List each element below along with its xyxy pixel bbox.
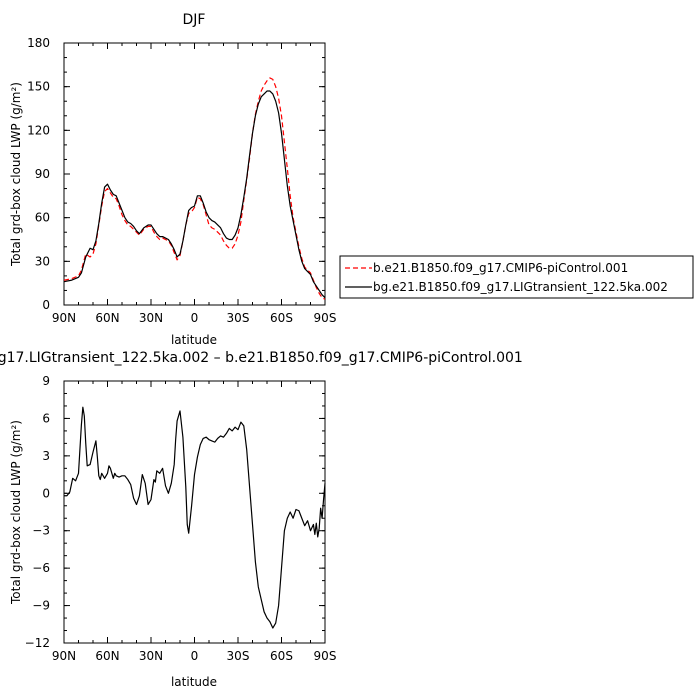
top-chart-series-line-1 (63, 90, 326, 299)
top-chart-y-tick-label: 0 (42, 298, 50, 312)
bottom-chart-x-axis-label: latitude (171, 675, 217, 689)
top-chart-y-tick-label: 60 (35, 211, 50, 225)
top-chart-x-tick-label: 90N (52, 311, 76, 325)
top-chart-x-tick-label: 60S (270, 311, 293, 325)
top-chart-x-tick-label: 90S (314, 311, 337, 325)
bottom-chart-y-tick-label: 3 (42, 449, 50, 463)
top-chart-series-line-0 (63, 77, 326, 300)
bottom-chart-y-tick-label: −3 (32, 524, 50, 538)
bottom-chart-x-tick-label: 60N (95, 649, 119, 663)
bottom-chart-series (64, 406, 326, 629)
top-chart-ticks: 90N 60N 30N 0 30S 60S 90S 0 30 60 90 120 150 180 (27, 36, 336, 325)
top-chart-title: DJF (183, 12, 206, 28)
bottom-chart-y-tick-label: 6 (42, 411, 50, 425)
top-chart-series (63, 77, 326, 300)
bottom-chart-x-tick-label: 90S (314, 649, 337, 663)
bottom-chart-plot-frame (63, 380, 326, 644)
bottom-chart-ticks: 90N 60N 30N 0 30S 60S 90S −12 −9 −6 −3 0 3 6 9 (25, 374, 337, 663)
bottom-chart-y-tick-label: −9 (32, 599, 50, 613)
bottom-chart-y-tick-label: 0 (42, 486, 50, 500)
bottom-chart-x-tick-label: 60S (270, 649, 293, 663)
bottom-chart-y-axis-label: Total grd-box cloud LWP (g/m²) (9, 420, 23, 605)
bottom-chart-title: bg.e21.B1850.f09_g17.LIGtransient_122.5k… (0, 350, 523, 366)
legend-label-control: b.e21.B1850.f09_g17.CMIP6-piControl.001 (373, 261, 628, 275)
bottom-chart-x-tick-label: 0 (191, 649, 199, 663)
top-chart-x-tick-label: 30N (139, 311, 163, 325)
top-chart-x-tick-label: 60N (95, 311, 119, 325)
top-chart-y-tick-label: 90 (35, 167, 50, 181)
top-chart-y-tick-label: 180 (27, 36, 50, 50)
bottom-chart-series-line-0 (64, 406, 326, 629)
bottom-chart-y-tick-label: 9 (42, 374, 50, 388)
bottom-chart-y-tick-label: −12 (25, 636, 50, 650)
top-chart: DJF 90N 60N 30N 0 30S 60S 90S0306090120150180 … (9, 12, 336, 347)
top-chart-y-tick-label: 120 (27, 123, 50, 137)
bottom-chart-x-tick-label: 30S (227, 649, 250, 663)
legend-box (339, 255, 694, 299)
bottom-chart-y-tick-label: −6 (32, 561, 50, 575)
top-chart-y-tick-label: 30 (35, 254, 50, 268)
bottom-chart: bg.e21.B1850.f09_g17.LIGtransient_122.5k… (0, 350, 523, 689)
legend-label-lig: bg.e21.B1850.f09_g17.LIGtransient_122.5k… (373, 280, 668, 294)
top-chart-x-axis-label: latitude (171, 333, 217, 347)
bottom-chart-x-tick-label: 30N (139, 649, 163, 663)
top-chart-y-axis-label: Total grd-box cloud LWP (g/m²) (9, 82, 23, 267)
top-chart-y-tick-label: 150 (27, 80, 50, 94)
bottom-chart-x-tick-label: 90N (52, 649, 76, 663)
top-chart-x-tick-label: 30S (227, 311, 250, 325)
top-chart-x-tick-label: 0 (191, 311, 199, 325)
top-chart-legend: b.e21.B1850.f09_g17.CMIP6-piControl.001 … (339, 255, 694, 299)
